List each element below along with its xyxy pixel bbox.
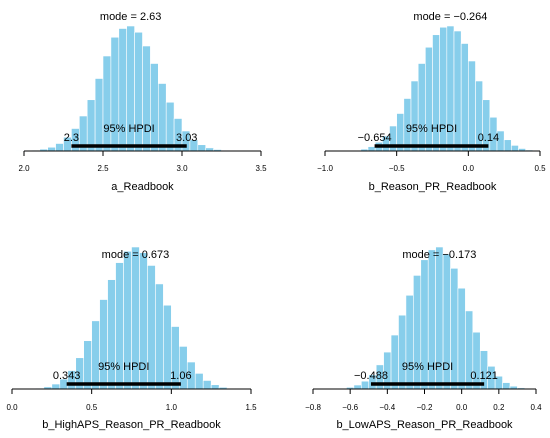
histogram-panel-2: −1.0 −0.5 0.0 0.5 −0.654 0.14 95% HPDI mode = −… <box>317 11 546 193</box>
histogram-bar <box>417 63 426 152</box>
histogram-bar <box>511 145 519 152</box>
x-tick-label: 0.2 <box>493 403 505 412</box>
mode-label: mode = −0.264 <box>413 11 487 23</box>
mode-label: mode = 0.673 <box>102 249 170 261</box>
hpdi-title-label: 95% HPDI <box>406 123 457 135</box>
histogram-bar <box>99 299 108 390</box>
histogram-bar <box>410 80 419 152</box>
x-tick-label: −0.4 <box>379 403 395 412</box>
histogram-bar <box>210 384 220 390</box>
hpdi-title-label: 95% HPDI <box>98 361 149 373</box>
histogram-bar <box>197 144 207 152</box>
x-tick-label: 0.4 <box>530 403 542 412</box>
x-tick-label: 2.5 <box>97 164 109 173</box>
x-tick-label: 0.0 <box>6 403 18 412</box>
histogram-bar <box>51 383 61 390</box>
x-tick-label: −0.6 <box>342 403 358 412</box>
histogram-bar <box>361 380 370 390</box>
x-tick-label: −1.0 <box>317 164 333 173</box>
x-tick-label: 2.0 <box>18 164 30 173</box>
x-axis-label: b_LowAPS_Reason_PR_Readbook <box>336 419 513 431</box>
histogram-bar <box>390 334 399 390</box>
histogram-bar <box>150 63 159 152</box>
hpdi-low-label: 2.3 <box>64 132 79 144</box>
x-tick-label: −0.8 <box>305 403 321 412</box>
histogram-bar <box>47 146 56 152</box>
histogram-bar <box>83 340 92 390</box>
x-tick-label: 3.0 <box>176 164 188 173</box>
histogram-bar <box>142 45 151 152</box>
x-tick-label: 1.0 <box>166 403 178 412</box>
hpdi-high-label: 0.121 <box>470 370 498 382</box>
histogram-bar <box>398 314 407 390</box>
x-tick-label: −0.5 <box>389 164 405 173</box>
mode-label: mode = −0.173 <box>402 249 476 261</box>
histogram-bar <box>457 287 466 390</box>
histogram-bar <box>202 380 212 390</box>
x-axis-label: b_HighAPS_Reason_PR_Readbook <box>42 419 221 431</box>
histogram-bar <box>425 46 433 152</box>
x-tick-label: 1.5 <box>245 403 257 412</box>
hpdi-low-label: −0.654 <box>358 132 392 144</box>
hpdi-low-label: 0.343 <box>53 370 81 382</box>
histogram-panel-3: 0.0 0.5 1.0 1.5 0.343 1.06 95% HPDI mode = 0.67… <box>6 246 257 431</box>
histogram-bar <box>468 60 476 152</box>
histogram-bar <box>405 294 414 390</box>
x-tick-label: 0.5 <box>86 403 98 412</box>
histogram-bar <box>102 55 112 152</box>
histogram-bar <box>91 320 100 390</box>
hpdi-high-label: 3.03 <box>176 132 197 144</box>
histogram-bar <box>502 382 511 390</box>
x-tick-label: −0.2 <box>417 403 433 412</box>
histogram-bar <box>55 143 64 152</box>
histogram-panel-1: 2.0 2.5 3.0 3.5 2.3 3.03 95% HPDI mode = 2.63 a_… <box>15 11 267 193</box>
histogram-bar <box>155 283 164 390</box>
histogram-panel-4: −0.8 −0.6 −0.4 −0.2 0.0 0.2 0.4 −0.488 0.121 95% … <box>305 246 542 431</box>
x-axis-label: b_Reason_PR_Readbook <box>369 181 497 193</box>
x-tick-label: 0.0 <box>463 164 475 173</box>
x-tick-label: 0.5 <box>534 164 546 173</box>
hpdi-title-label: 95% HPDI <box>402 361 453 373</box>
histogram-bar <box>158 83 167 152</box>
hpdi-high-label: 0.14 <box>478 132 499 144</box>
histogram-bar <box>503 139 512 152</box>
hpdi-low-label: −0.488 <box>354 370 388 382</box>
histogram-bar <box>460 43 469 152</box>
x-tick-label: 0.0 <box>456 403 468 412</box>
hpdi-title-label: 95% HPDI <box>103 123 154 135</box>
histogram-bar <box>86 99 96 152</box>
x-tick-label: 3.5 <box>255 164 267 173</box>
histogram-bar <box>165 101 175 152</box>
histogram-bar <box>94 78 104 152</box>
x-axis-label: a_Readbook <box>111 181 174 193</box>
hpdi-high-label: 1.06 <box>170 370 191 382</box>
mode-label: mode = 2.63 <box>100 11 161 23</box>
histogram-bar <box>353 384 362 390</box>
histogram-bar <box>194 373 204 390</box>
histogram-bar <box>367 146 376 152</box>
